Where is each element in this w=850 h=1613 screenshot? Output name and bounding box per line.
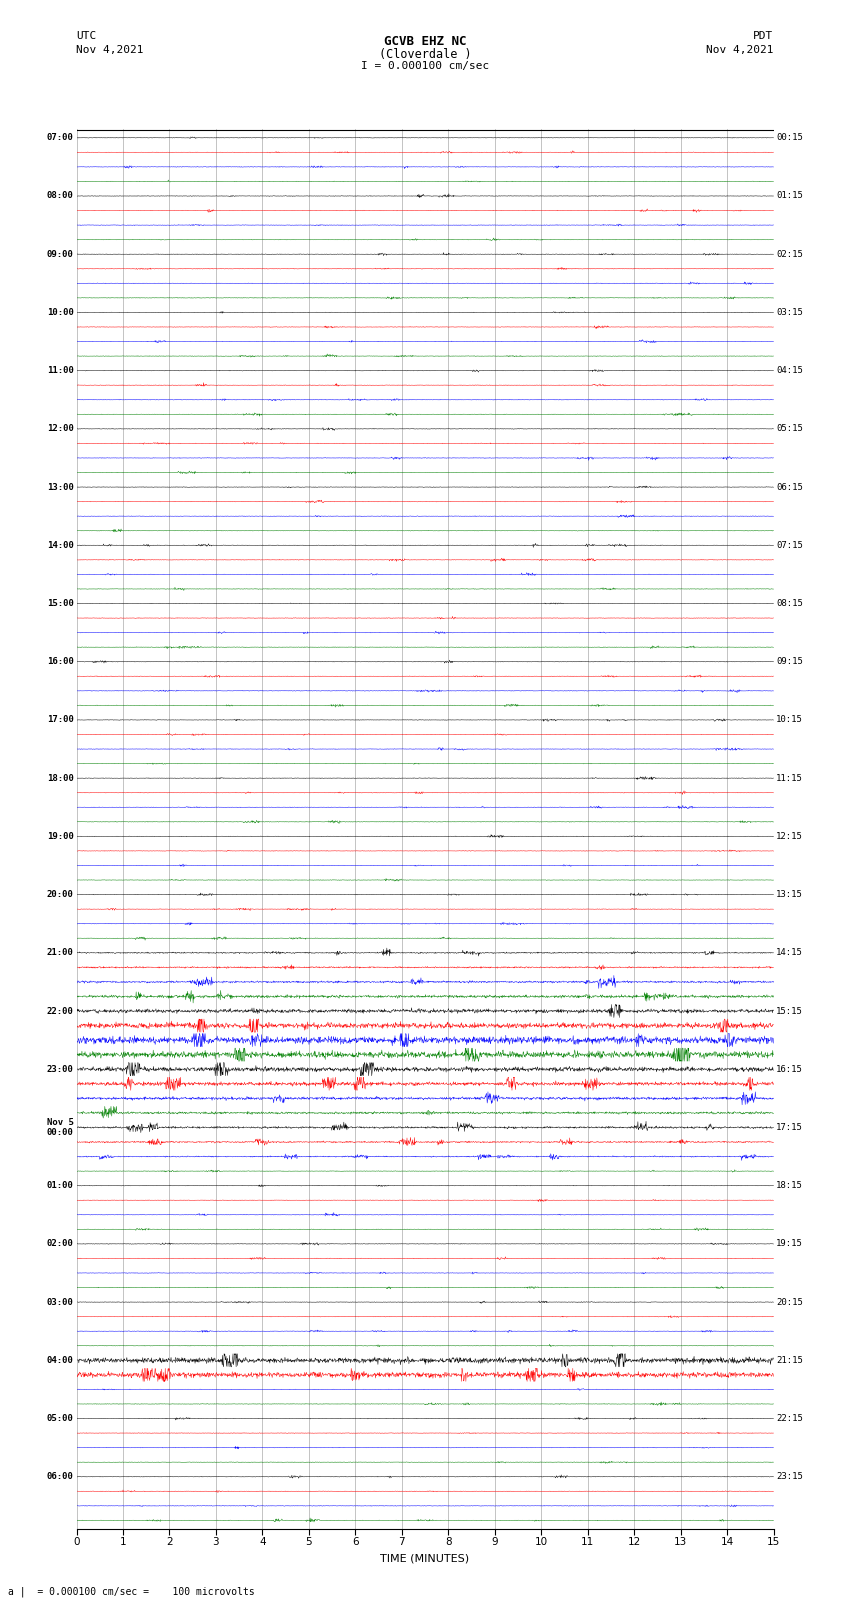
Text: 06:00: 06:00: [47, 1473, 74, 1481]
Text: 08:00: 08:00: [47, 192, 74, 200]
Text: 12:00: 12:00: [47, 424, 74, 434]
Text: 02:15: 02:15: [776, 250, 803, 258]
Text: (Cloverdale ): (Cloverdale ): [379, 48, 471, 61]
Text: 23:15: 23:15: [776, 1473, 803, 1481]
Text: 04:00: 04:00: [47, 1357, 74, 1365]
Text: 03:15: 03:15: [776, 308, 803, 316]
Text: 14:00: 14:00: [47, 540, 74, 550]
Text: 20:00: 20:00: [47, 890, 74, 898]
Text: 16:00: 16:00: [47, 656, 74, 666]
Text: 10:00: 10:00: [47, 308, 74, 316]
Text: 19:00: 19:00: [47, 832, 74, 840]
Text: 05:00: 05:00: [47, 1415, 74, 1423]
Text: 09:15: 09:15: [776, 656, 803, 666]
Text: 17:15: 17:15: [776, 1123, 803, 1132]
Text: 07:00: 07:00: [47, 134, 74, 142]
Text: 20:15: 20:15: [776, 1297, 803, 1307]
X-axis label: TIME (MINUTES): TIME (MINUTES): [381, 1553, 469, 1563]
Text: 04:15: 04:15: [776, 366, 803, 376]
Text: 11:15: 11:15: [776, 774, 803, 782]
Text: GCVB EHZ NC: GCVB EHZ NC: [383, 35, 467, 48]
Text: 17:00: 17:00: [47, 716, 74, 724]
Text: PDT: PDT: [753, 31, 774, 40]
Text: 18:00: 18:00: [47, 774, 74, 782]
Text: a |  = 0.000100 cm/sec =    100 microvolts: a | = 0.000100 cm/sec = 100 microvolts: [8, 1586, 255, 1597]
Text: 21:00: 21:00: [47, 948, 74, 957]
Text: 15:00: 15:00: [47, 598, 74, 608]
Text: 11:00: 11:00: [47, 366, 74, 376]
Text: 10:15: 10:15: [776, 716, 803, 724]
Text: 22:00: 22:00: [47, 1007, 74, 1016]
Text: 01:15: 01:15: [776, 192, 803, 200]
Text: 09:00: 09:00: [47, 250, 74, 258]
Text: 21:15: 21:15: [776, 1357, 803, 1365]
Text: 14:15: 14:15: [776, 948, 803, 957]
Text: Nov 4,2021: Nov 4,2021: [706, 45, 774, 55]
Text: 08:15: 08:15: [776, 598, 803, 608]
Text: 13:00: 13:00: [47, 482, 74, 492]
Text: UTC: UTC: [76, 31, 97, 40]
Text: 16:15: 16:15: [776, 1065, 803, 1074]
Text: 19:15: 19:15: [776, 1239, 803, 1248]
Text: 05:15: 05:15: [776, 424, 803, 434]
Text: 13:15: 13:15: [776, 890, 803, 898]
Text: Nov 5
00:00: Nov 5 00:00: [47, 1118, 74, 1137]
Text: 07:15: 07:15: [776, 540, 803, 550]
Text: 18:15: 18:15: [776, 1181, 803, 1190]
Text: 03:00: 03:00: [47, 1297, 74, 1307]
Text: 06:15: 06:15: [776, 482, 803, 492]
Text: 22:15: 22:15: [776, 1415, 803, 1423]
Text: Nov 4,2021: Nov 4,2021: [76, 45, 144, 55]
Text: 12:15: 12:15: [776, 832, 803, 840]
Text: 23:00: 23:00: [47, 1065, 74, 1074]
Text: I = 0.000100 cm/sec: I = 0.000100 cm/sec: [361, 61, 489, 71]
Text: 01:00: 01:00: [47, 1181, 74, 1190]
Text: 02:00: 02:00: [47, 1239, 74, 1248]
Text: 00:15: 00:15: [776, 134, 803, 142]
Text: 15:15: 15:15: [776, 1007, 803, 1016]
